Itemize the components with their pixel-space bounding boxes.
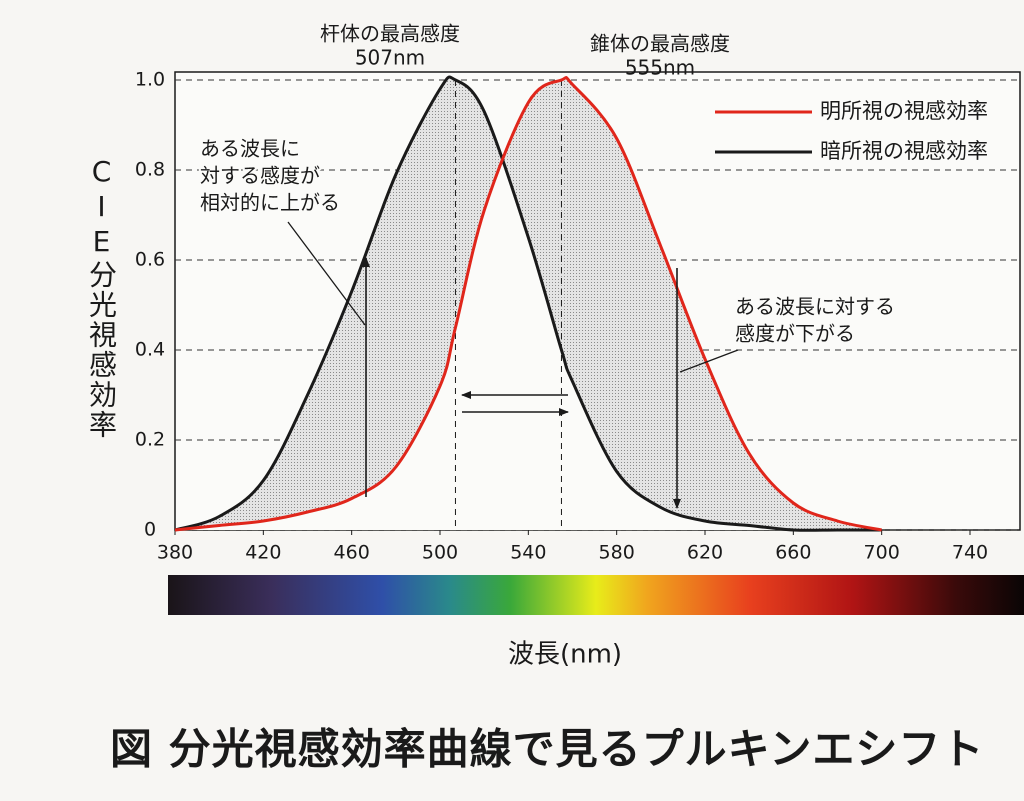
annotation: ある波長に [200, 137, 300, 161]
y-axis-label: CIE分光視感効率 [85, 155, 118, 440]
pointer [287, 221, 366, 326]
y-tick-label: 0.2 [135, 429, 165, 451]
x-tick-label: 380 [157, 542, 193, 564]
pointer [679, 349, 739, 373]
annotation: 対する感度が [200, 164, 320, 188]
y-tick-label: 0.6 [135, 249, 165, 271]
plot [174, 75, 1020, 535]
peak-label: 555nm [625, 56, 695, 80]
series-line [174, 75, 882, 532]
y-tick-label: 0 [144, 519, 156, 541]
series-line [174, 75, 882, 532]
x-tick-label: 620 [687, 542, 723, 564]
spectrum-bar [168, 575, 1024, 615]
caption: 図 分光視感効率曲線で見るプルキンエシフト [110, 725, 984, 774]
y-tick-label: 1.0 [135, 69, 165, 91]
x-tick-label: 740 [952, 542, 988, 564]
y-tick-label: 0.8 [135, 159, 165, 181]
x-tick-label: 580 [599, 542, 635, 564]
x-axis-label: 波長(nm) [508, 640, 622, 670]
legend-label: 暗所視の視感効率 [820, 139, 988, 163]
y-tick-label: 0.4 [135, 339, 165, 361]
x-tick-label: 540 [510, 542, 546, 564]
legend-label: 明所視の視感効率 [820, 99, 988, 123]
peak-label: 507nm [355, 46, 425, 70]
annotation: 相対的に上がる [200, 191, 340, 215]
peak-label: 杆体の最高感度 [320, 22, 460, 46]
annotation: 感度が下がる [735, 322, 855, 346]
x-tick-label: 420 [245, 542, 281, 564]
annotation: ある波長に対する [735, 295, 895, 319]
x-tick-label: 500 [422, 542, 458, 564]
x-tick-label: 660 [775, 542, 811, 564]
x-tick-label: 700 [864, 542, 900, 564]
x-tick-label: 460 [334, 542, 370, 564]
peak-label: 錐体の最高感度 [590, 32, 730, 56]
